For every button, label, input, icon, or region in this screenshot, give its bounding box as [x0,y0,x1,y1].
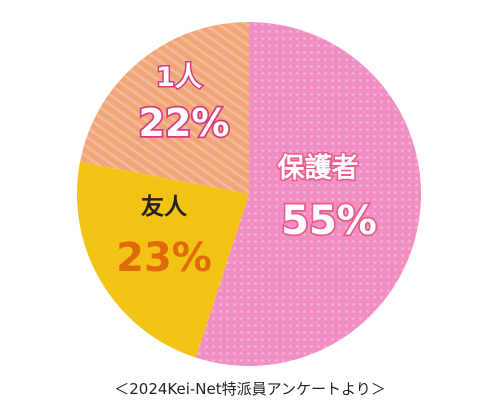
pie-slice-friend [77,161,249,358]
slice-name-label-guardian: 保護者 [277,152,359,184]
source-note: ＜2024Kei-Net特派員アンケートより＞ [114,380,386,398]
pie-slice-texture-guardian [195,22,422,367]
slice-value-label-guardian: 55% [281,198,377,244]
slice-value-label-friend: 23% [116,235,212,281]
slice-value-label-alone: 22% [139,101,230,145]
pie-slice-texture-alone [80,21,249,195]
slice-name-label-friend: 友人 [141,194,188,220]
slice-name-label-alone: 1人 [156,62,202,93]
